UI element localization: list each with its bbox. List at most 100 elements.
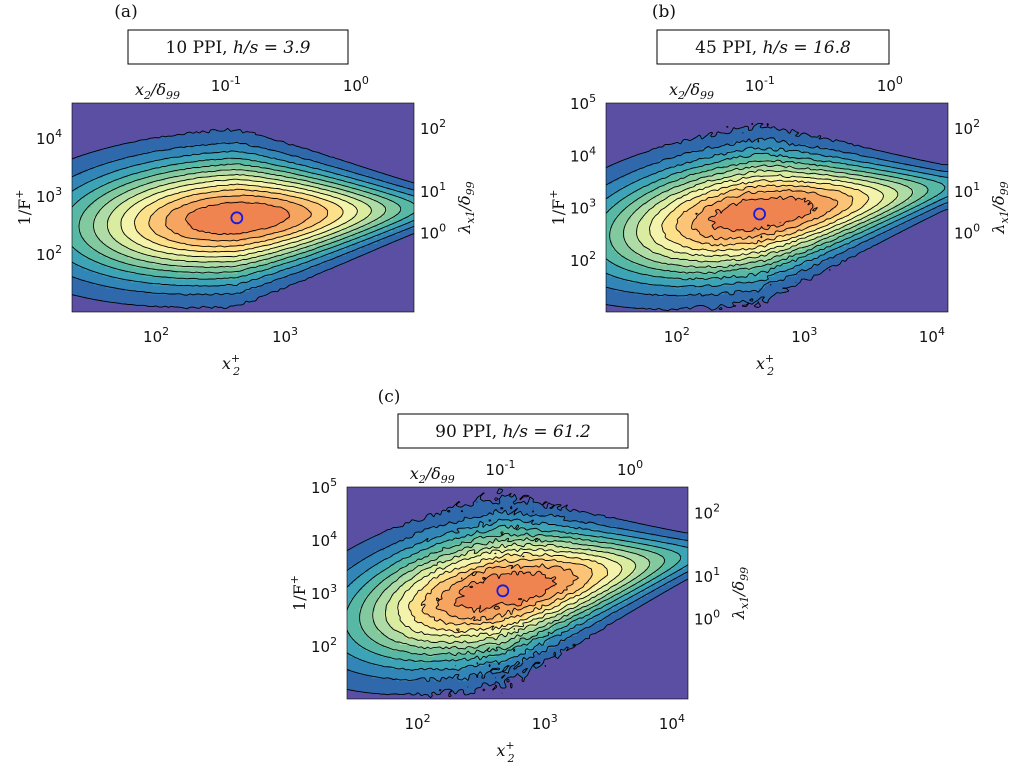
contour-level-12 (187, 201, 291, 235)
y-tick-label: 104 (36, 127, 62, 148)
right-tick-label: 101 (420, 180, 446, 201)
plot-area (347, 487, 688, 699)
chart-panel-b: (b) 45 PPI, h/s = 16.8 102 103 104 102 103 104 1… (547, 2, 1011, 378)
x-tick-label: 104 (659, 712, 685, 733)
y-axis-label: 1/F+ (13, 190, 34, 226)
plot-area (72, 103, 414, 312)
contour-line-5 (78, 163, 402, 274)
contour-level-12 (455, 571, 556, 612)
y-axis-label: 1/F+ (288, 575, 309, 611)
contour-line-2 (347, 505, 688, 682)
chart-panel-c: (c) 90 PPI, h/s = 61.2 102 103 104 102 103 104 1… (288, 387, 751, 765)
x-axis-label: x+ 2 (496, 739, 514, 765)
y-tick-label: 103 (36, 185, 62, 206)
contour-line-7 (106, 173, 373, 263)
contour-line-8 (649, 174, 885, 258)
top-tick-label: 10-1 (485, 458, 515, 479)
contour-line-10 (148, 188, 329, 248)
contour-line-12 (453, 570, 557, 614)
x-tick-label: 103 (791, 325, 817, 346)
title-box (656, 29, 890, 65)
contour-line-11 (691, 189, 839, 240)
title-box (397, 413, 629, 449)
axes-frame (71, 102, 415, 313)
x-tick-label: 102 (143, 325, 169, 346)
panel-label: (b) (652, 2, 676, 22)
y-tick-label: 104 (570, 144, 596, 165)
right-axis-label: λx1/δ99 (989, 181, 1011, 234)
y-tick-label: 104 (311, 529, 337, 550)
right-axis-label: λx1/δ99 (729, 567, 751, 620)
contour-line-3 (72, 150, 414, 287)
blank-region (72, 102, 415, 103)
contour-line-6 (372, 537, 651, 650)
chart-title: 90 PPI, h/s = 61.2 (435, 422, 591, 442)
x-tick-label: 102 (405, 712, 431, 733)
panel-label: (a) (114, 2, 137, 22)
contour-line-6 (622, 164, 914, 269)
right-tick-label: 100 (420, 222, 446, 243)
x-tick-label: 103 (272, 325, 298, 346)
x-axis-label: x+ 2 (756, 352, 774, 378)
contour-line-1 (347, 487, 688, 699)
right-tick-label: 100 (954, 222, 980, 243)
contour-line-9 (408, 552, 609, 634)
right-tick-label: 101 (954, 180, 980, 201)
x-tick-label: 103 (532, 712, 558, 733)
y-tick-label: 102 (36, 243, 62, 264)
top-tick-label: 100 (343, 74, 369, 95)
title-box (127, 29, 349, 65)
right-axis-label: λx1/δ99 (455, 181, 477, 234)
right-tick-label: 102 (420, 117, 446, 138)
x-axis-label: x+ 2 (222, 352, 240, 378)
y-tick-label: 102 (570, 249, 596, 270)
contour-line-8 (120, 178, 358, 258)
contour-line-10 (675, 184, 854, 247)
peak-marker (753, 207, 766, 221)
panel-label: (c) (378, 387, 401, 407)
plot-area (606, 103, 948, 312)
contour-line-4 (72, 157, 414, 280)
top-tick-label: 10-1 (745, 74, 775, 95)
contour-line-7 (636, 169, 899, 263)
contour-line-11 (435, 563, 579, 622)
right-tick-label: 100 (694, 607, 720, 628)
right-tick-label: 102 (954, 117, 980, 138)
contour-line-3 (606, 146, 948, 288)
contour-line-2 (606, 137, 948, 297)
peak-marker (230, 211, 244, 225)
axes-frame (605, 102, 949, 313)
top-tick-label: 10-1 (211, 74, 241, 95)
x-tick-label: 104 (919, 325, 945, 346)
contour-line-9 (661, 179, 870, 252)
axes-frame (346, 486, 689, 700)
top-axis-label: x2/δ99 (410, 464, 455, 486)
x-tick-label: 102 (664, 325, 690, 346)
contour-line-5 (609, 159, 929, 275)
top-tick-label: 100 (877, 74, 903, 95)
y-tick-label: 103 (311, 582, 337, 603)
peak-marker (496, 584, 510, 598)
contour-line-9 (133, 183, 344, 253)
contour-line-1 (72, 127, 414, 310)
y-tick-label: 105 (311, 476, 337, 497)
contour-line-6 (93, 168, 387, 269)
top-axis-label: x2/δ99 (135, 80, 180, 102)
contour-line-11 (165, 194, 312, 242)
y-tick-label: 102 (311, 635, 337, 656)
right-tick-label: 101 (694, 565, 720, 586)
contour-line-7 (384, 542, 637, 645)
contour-line-4 (347, 524, 682, 663)
right-tick-label: 102 (694, 501, 720, 522)
top-tick-label: 100 (617, 458, 643, 479)
contour-line-8 (397, 548, 623, 638)
chart-panel-a: (a) 10 PPI, h/s = 3.9 102 103 102 103 104 10-1 1… (13, 2, 477, 378)
chart-title: 45 PPI, h/s = 16.8 (695, 38, 851, 58)
chart-title: 10 PPI, h/s = 3.9 (166, 38, 311, 58)
contour-line-12 (707, 195, 818, 233)
y-axis-label: 1/F+ (547, 190, 568, 226)
contour-line-4 (606, 152, 946, 281)
contour-line-12 (184, 201, 291, 235)
contour-line-3 (347, 518, 688, 671)
